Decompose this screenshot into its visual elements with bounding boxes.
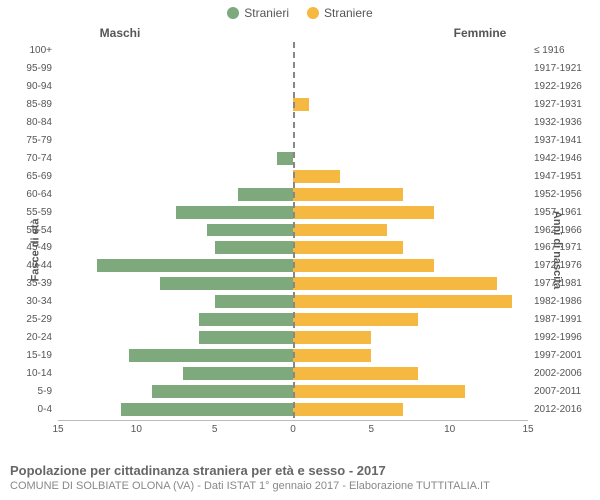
bar-male (183, 367, 293, 380)
birth-label: 2002-2006 (530, 364, 600, 382)
birth-label: 1987-1991 (530, 311, 600, 329)
legend-label-male: Stranieri (244, 6, 289, 20)
birth-label: 1952-1956 (530, 185, 600, 203)
bar-male (215, 295, 293, 308)
legend-item-female: Straniere (307, 6, 373, 20)
birth-label: 1932-1936 (530, 114, 600, 132)
bar-female (293, 313, 418, 326)
age-label: 40-44 (0, 257, 56, 275)
bar-female (293, 385, 465, 398)
bar-female (293, 277, 497, 290)
birth-label: 1947-1951 (530, 167, 600, 185)
pyramid-chart: Stranieri Straniere Maschi Femmine Fasce… (0, 0, 600, 500)
age-label: 45-49 (0, 239, 56, 257)
age-label: 100+ (0, 42, 56, 60)
bar-male (121, 403, 293, 416)
age-label: 10-14 (0, 364, 56, 382)
birth-label: 1927-1931 (530, 96, 600, 114)
x-tick: 5 (212, 424, 218, 435)
bar-female (293, 331, 371, 344)
birth-label: 1982-1986 (530, 293, 600, 311)
age-label: 55-59 (0, 203, 56, 221)
birth-label: 1962-1966 (530, 221, 600, 239)
age-label: 0-4 (0, 400, 56, 418)
birth-label: 1997-2001 (530, 346, 600, 364)
birth-label: 1992-1996 (530, 329, 600, 347)
bar-female (293, 403, 403, 416)
footer-subtitle: COMUNE DI SOLBIATE OLONA (VA) - Dati IST… (10, 480, 590, 492)
bar-female (293, 295, 512, 308)
side-title-female: Femmine (300, 26, 600, 40)
footer-title: Popolazione per cittadinanza straniera p… (10, 463, 590, 478)
age-label: 90-94 (0, 78, 56, 96)
birth-label: 2007-2011 (530, 382, 600, 400)
age-label: 65-69 (0, 167, 56, 185)
age-label: 85-89 (0, 96, 56, 114)
age-label: 60-64 (0, 185, 56, 203)
age-label: 30-34 (0, 293, 56, 311)
birth-labels: ≤ 19161917-19211922-19261927-19311932-19… (530, 42, 600, 418)
birth-label: 1937-1941 (530, 132, 600, 150)
age-label: 50-54 (0, 221, 56, 239)
legend-item-male: Stranieri (227, 6, 289, 20)
bar-female (293, 170, 340, 183)
bar-male (160, 277, 293, 290)
x-tick: 10 (444, 424, 455, 435)
bar-female (293, 241, 403, 254)
side-titles: Maschi Femmine (0, 26, 600, 40)
age-label: 70-74 (0, 149, 56, 167)
x-tick: 5 (369, 424, 375, 435)
birth-label: 1972-1976 (530, 257, 600, 275)
bar-male (199, 313, 293, 326)
age-label: 15-19 (0, 346, 56, 364)
age-label: 75-79 (0, 132, 56, 150)
birth-label: ≤ 1916 (530, 42, 600, 60)
age-label: 20-24 (0, 329, 56, 347)
bar-male (129, 349, 294, 362)
birth-label: 1922-1926 (530, 78, 600, 96)
footer: Popolazione per cittadinanza straniera p… (10, 463, 590, 492)
side-title-male: Maschi (0, 26, 300, 40)
bar-male (277, 152, 293, 165)
age-label: 95-99 (0, 60, 56, 78)
chart-area (58, 42, 528, 418)
birth-label: 2012-2016 (530, 400, 600, 418)
swatch-female (307, 7, 319, 19)
age-label: 25-29 (0, 311, 56, 329)
bar-female (293, 224, 387, 237)
legend: Stranieri Straniere (0, 0, 600, 20)
bar-male (238, 188, 293, 201)
bar-male (215, 241, 293, 254)
x-tick: 10 (131, 424, 142, 435)
bar-male (199, 331, 293, 344)
swatch-male (227, 7, 239, 19)
age-labels: 100+95-9990-9485-8980-8475-7970-7465-696… (0, 42, 56, 418)
x-tick: 15 (52, 424, 63, 435)
bar-female (293, 98, 309, 111)
birth-label: 1977-1981 (530, 275, 600, 293)
bar-male (176, 206, 294, 219)
bar-female (293, 349, 371, 362)
bar-male (207, 224, 293, 237)
legend-label-female: Straniere (324, 6, 373, 20)
bar-female (293, 188, 403, 201)
birth-label: 1967-1971 (530, 239, 600, 257)
bar-female (293, 206, 434, 219)
age-label: 80-84 (0, 114, 56, 132)
age-label: 5-9 (0, 382, 56, 400)
bar-female (293, 259, 434, 272)
age-label: 35-39 (0, 275, 56, 293)
birth-label: 1957-1961 (530, 203, 600, 221)
bar-male (97, 259, 293, 272)
bar-female (293, 367, 418, 380)
birth-label: 1917-1921 (530, 60, 600, 78)
x-tick: 15 (522, 424, 533, 435)
x-tick: 0 (290, 424, 296, 435)
x-baseline (58, 420, 528, 421)
birth-label: 1942-1946 (530, 149, 600, 167)
x-axis: 15105051015 (58, 420, 528, 442)
bar-male (152, 385, 293, 398)
centerline (293, 42, 295, 418)
